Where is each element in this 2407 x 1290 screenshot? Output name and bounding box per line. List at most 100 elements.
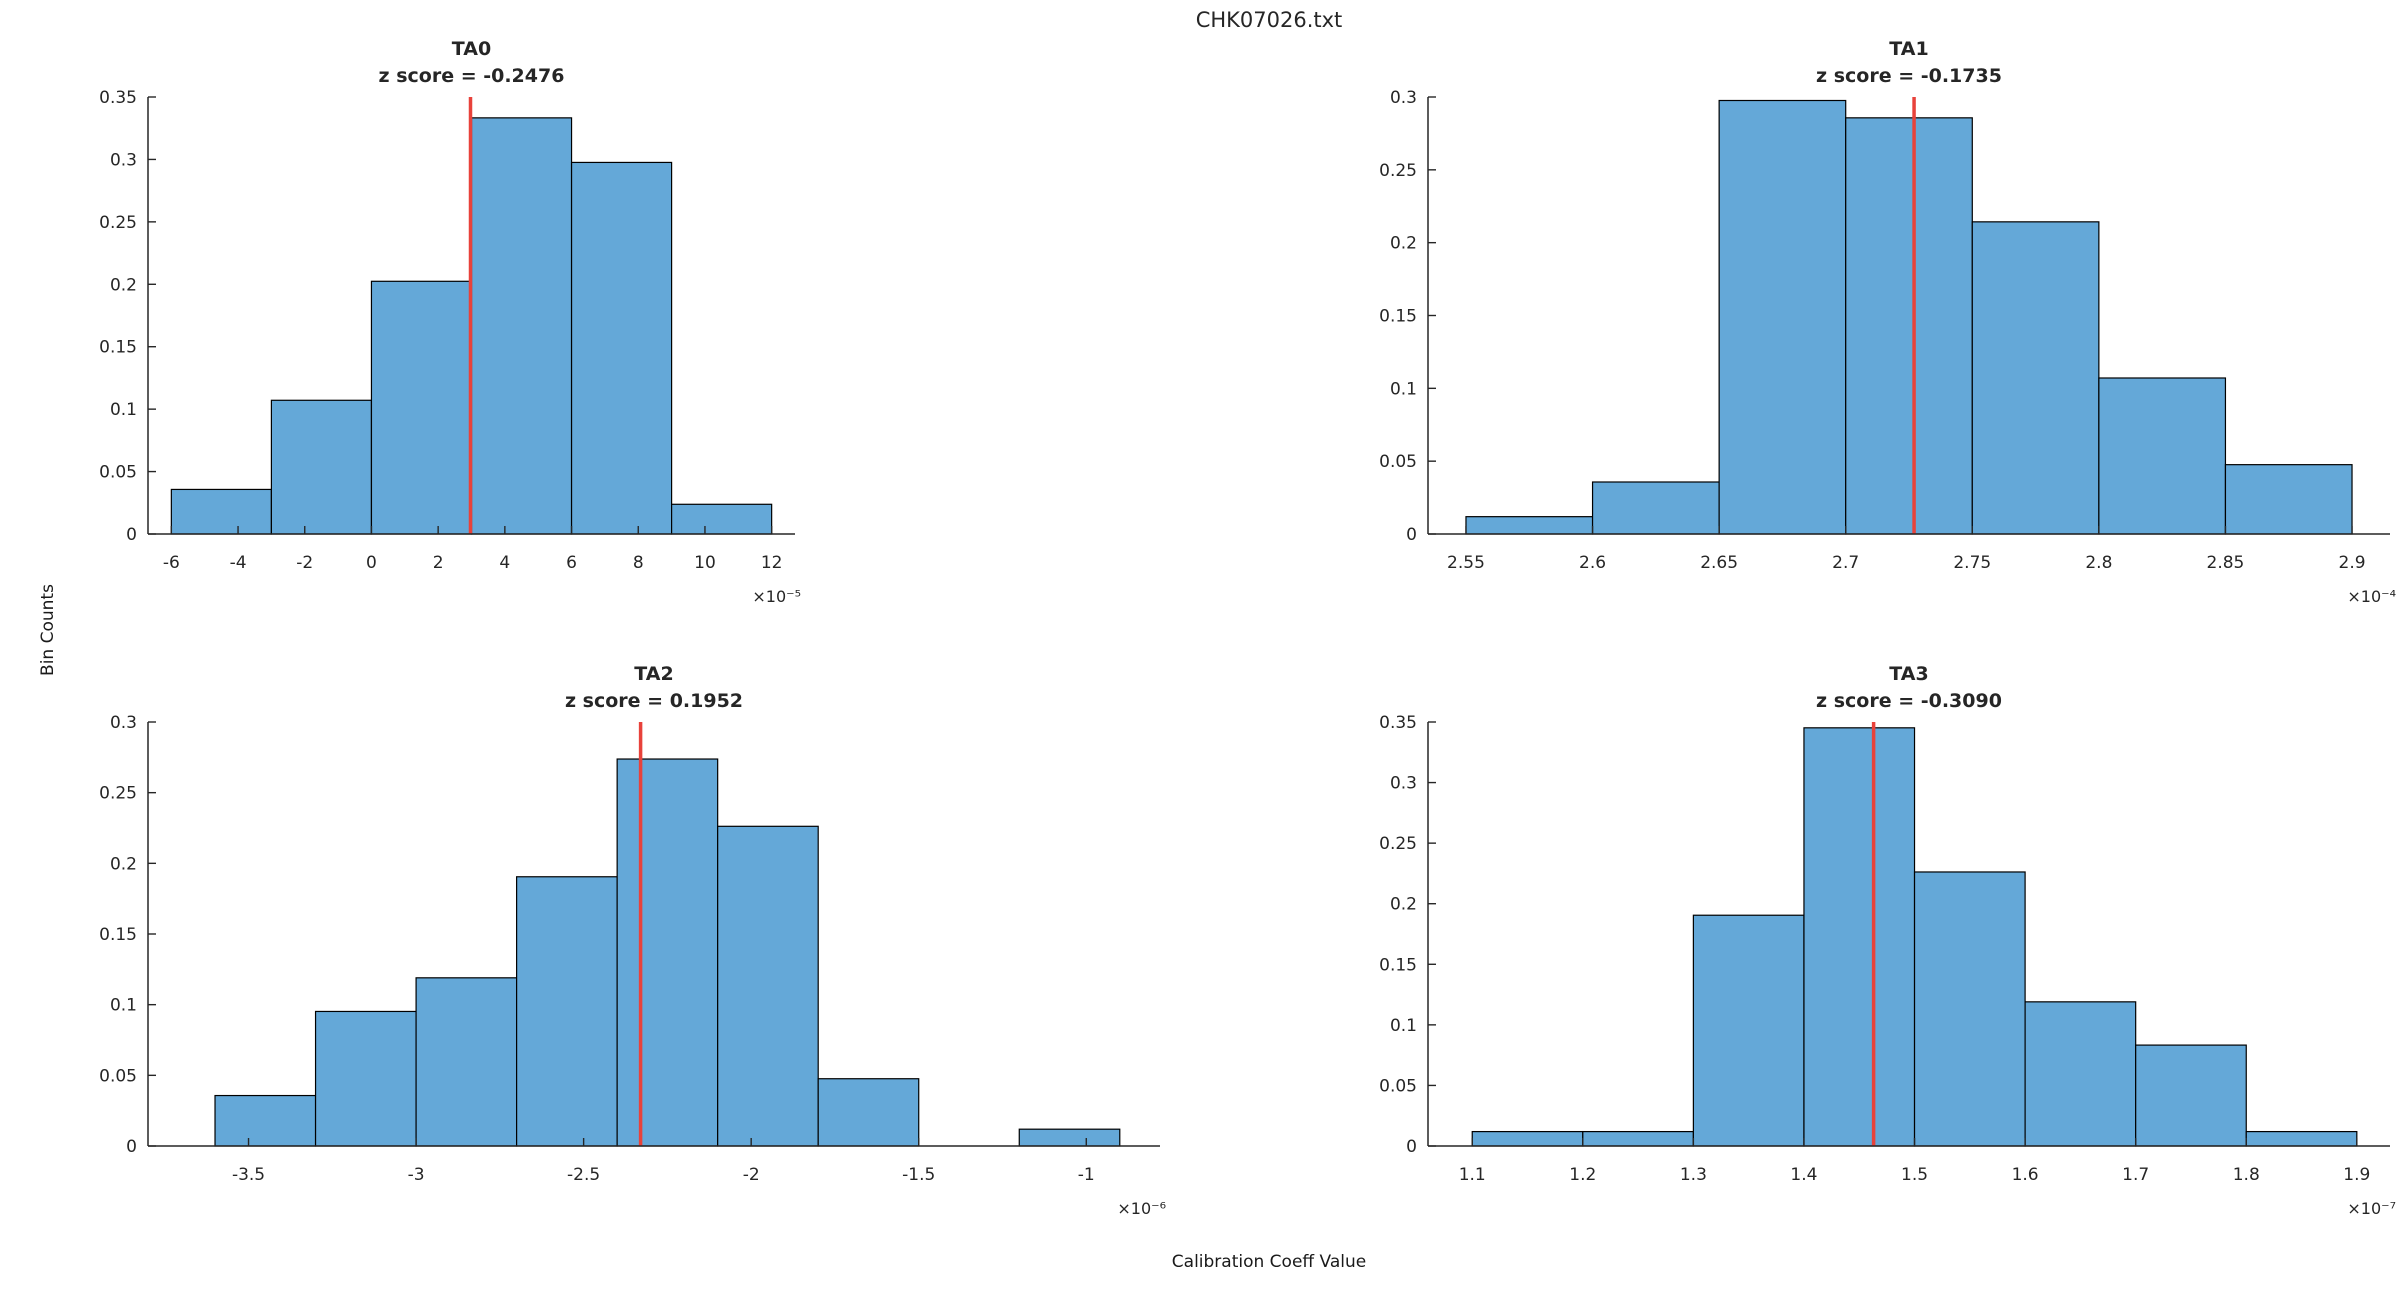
x-tick-label: -2 [743, 1165, 760, 1185]
subplot-zscore: z score = -0.2476 [379, 65, 565, 87]
histogram-bar [1465, 516, 1594, 535]
y-tick-label: 0.2 [110, 854, 137, 874]
histogram-bar [2224, 464, 2353, 535]
histogram-bar [1803, 727, 1916, 1147]
x-tick-label: 10 [694, 553, 716, 573]
y-tick-label: 0.3 [110, 150, 137, 170]
x-axis-label: Calibration Coeff Value [1171, 1252, 1367, 1272]
x-tick-label: 1.6 [2012, 1165, 2039, 1185]
x-tick-label: 1.5 [1901, 1165, 1928, 1185]
subplot-title: TA1 [1889, 38, 1928, 60]
x-tick-label: -2 [296, 553, 313, 573]
y-tick-label: 0.15 [1379, 307, 1417, 327]
subplot-title: TA2 [634, 663, 673, 685]
y-tick-label: 0 [1406, 1137, 1417, 1157]
histogram-bar [717, 825, 819, 1147]
subplot-ta0: 0 0.05 0.1 0.15 0.2 0.25 0.3 0.35 -6 -4 -2 0 2 4 6 8 10 1… [99, 38, 801, 606]
histogram-bar [817, 1078, 920, 1147]
histogram-bar [1591, 481, 1720, 535]
histogram-bar [570, 161, 673, 535]
y-tick-label: 0.05 [99, 463, 137, 483]
y-axis-label: Bin Counts [37, 584, 58, 676]
x-tick-label: 1.9 [2343, 1165, 2370, 1185]
x-axis-exponent: ×10⁻⁵ [752, 587, 801, 606]
histogram-bar [1845, 117, 1973, 535]
y-tick-label: 0.2 [1390, 234, 1417, 254]
x-tick-label: 1.4 [1790, 1165, 1817, 1185]
y-tick-label: 0.1 [1390, 1016, 1417, 1036]
histogram-bar [1971, 221, 2100, 535]
x-tick-label: 4 [499, 553, 510, 573]
x-tick-label: -4 [230, 553, 247, 573]
y-tick-label: 0 [1406, 525, 1417, 545]
subplot-ta2: 0 0.05 0.1 0.15 0.2 0.25 0.3 -3.5 -3 -2.5 -2 -1.5 -1… [99, 663, 1166, 1218]
histogram-bar [516, 876, 618, 1147]
histogram-bar [1913, 871, 2026, 1147]
subplot-zscore: z score = 0.1952 [565, 690, 743, 712]
x-axis-exponent: ×10⁻⁶ [1117, 1199, 1166, 1218]
y-tick-label: 0.1 [1390, 379, 1417, 399]
y-tick-label: 0.3 [110, 713, 137, 733]
y-tick-label: 0.35 [1379, 713, 1417, 733]
y-tick-label: 0.2 [110, 275, 137, 295]
x-tick-label: 2.7 [1832, 553, 1859, 573]
x-tick-label: 1.8 [2233, 1165, 2260, 1185]
x-tick-label: 1.2 [1569, 1165, 1596, 1185]
y-tick-label: 0.15 [99, 925, 137, 945]
x-tick-label: 8 [633, 553, 644, 573]
histogram-bar [2245, 1130, 2358, 1147]
x-tick-label: 2 [433, 553, 444, 573]
y-tick-label: 0.2 [1390, 895, 1417, 915]
x-tick-label: -3 [408, 1165, 425, 1185]
y-tick-label: 0.25 [99, 213, 137, 233]
histogram-bar [370, 280, 473, 535]
x-tick-label: 2.75 [1953, 553, 1991, 573]
y-tick-label: 0.3 [1390, 88, 1417, 108]
y-tick-label: 0.05 [1379, 452, 1417, 472]
histogram-bar [470, 117, 573, 535]
histogram-bar [2098, 377, 2227, 535]
subplot-zscore: z score = -0.3090 [1816, 690, 2002, 712]
y-tick-label: 0.15 [99, 338, 137, 358]
x-tick-label: 2.65 [1700, 553, 1738, 573]
histogram-bar [1582, 1130, 1694, 1147]
y-tick-label: 0.3 [1390, 774, 1417, 794]
histogram-bar [1018, 1128, 1121, 1147]
x-tick-label: -3.5 [232, 1165, 265, 1185]
x-tick-label: 2.85 [2207, 553, 2245, 573]
x-tick-label: 6 [566, 553, 577, 573]
x-tick-label: 0 [366, 553, 377, 573]
y-tick-label: 0.05 [1379, 1076, 1417, 1096]
histogram-bar [415, 977, 518, 1147]
histogram-bar [616, 758, 719, 1147]
histogram-bar [1718, 99, 1847, 535]
subplot-title: TA3 [1889, 663, 1928, 685]
x-tick-label: -1.5 [902, 1165, 935, 1185]
x-tick-label: 2.55 [1447, 553, 1485, 573]
x-tick-label: 1.3 [1680, 1165, 1707, 1185]
y-tick-label: 0.25 [1379, 834, 1417, 854]
x-tick-label: 1.1 [1459, 1165, 1486, 1185]
histogram-bar [270, 399, 373, 535]
x-tick-label: -2.5 [567, 1165, 600, 1185]
y-tick-label: 0.05 [99, 1066, 137, 1086]
x-tick-label: -6 [163, 553, 180, 573]
x-tick-label: 2.8 [2085, 553, 2112, 573]
y-tick-label: 0.1 [110, 996, 137, 1016]
histogram-bar [2135, 1044, 2247, 1147]
x-tick-label: 2.9 [2339, 553, 2366, 573]
x-tick-label: 2.6 [1579, 553, 1606, 573]
x-axis-exponent: ×10⁻⁴ [2347, 587, 2396, 606]
x-tick-label: -1 [1078, 1165, 1095, 1185]
subplot-ta1: 0 0.05 0.1 0.15 0.2 0.25 0.3 2.55 2.6 2.65 2.7 2.75… [1379, 38, 2396, 606]
subplot-zscore: z score = -0.1735 [1816, 65, 2002, 87]
y-tick-label: 0 [126, 1137, 137, 1157]
subplot-title: TA0 [452, 38, 491, 60]
histogram-bar [671, 503, 773, 535]
y-tick-label: 0.15 [1379, 955, 1417, 975]
histogram-bar [2024, 1001, 2137, 1147]
y-tick-label: 0.1 [110, 400, 137, 420]
x-tick-label: 1.7 [2122, 1165, 2149, 1185]
